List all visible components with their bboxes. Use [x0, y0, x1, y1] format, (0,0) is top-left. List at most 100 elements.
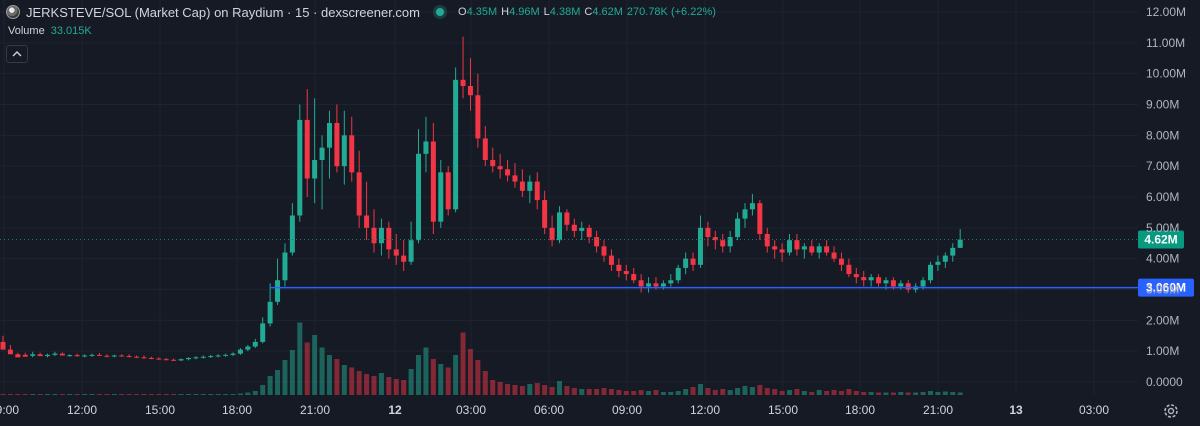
volume-bar	[15, 394, 21, 395]
volume-bar	[660, 392, 666, 395]
chart-settings-button[interactable]	[1161, 401, 1181, 421]
volume-bar	[119, 394, 125, 395]
candle-body	[898, 283, 904, 287]
candle-body	[772, 246, 778, 250]
volume-bar	[401, 380, 407, 395]
candle-body	[646, 283, 652, 287]
price-tick-label: 5.00M	[1146, 221, 1179, 235]
volume-bar	[490, 380, 496, 395]
volume-bar	[260, 385, 266, 395]
time-tick-label: 18:00	[222, 403, 252, 417]
candle-body	[890, 280, 896, 287]
time-tick-label: 06:00	[534, 403, 564, 417]
volume-bar	[334, 359, 340, 395]
candle-body	[445, 172, 451, 210]
volume-bar	[557, 381, 562, 395]
volume-bar	[608, 389, 614, 395]
volume-bar	[853, 391, 859, 395]
volume-bar	[757, 385, 763, 395]
volume-bar	[460, 332, 466, 395]
time-tick-label: 03:00	[1079, 403, 1109, 417]
volume-bar	[890, 392, 896, 395]
volume-bar	[208, 394, 214, 395]
candle-body	[22, 354, 28, 357]
volume-bar	[111, 394, 117, 395]
last-price-label: 4.62M	[1144, 233, 1177, 247]
volume-bar	[579, 389, 585, 395]
volume-bar	[935, 392, 941, 395]
candle-body	[935, 261, 941, 265]
candle-body	[675, 267, 681, 281]
candle-body	[386, 227, 392, 250]
volume-bar	[653, 390, 659, 395]
volume-bar	[45, 394, 51, 395]
volume-bar	[816, 390, 822, 395]
volume-bar	[571, 388, 577, 395]
volume-bar	[275, 370, 281, 395]
volume-bar	[237, 393, 243, 395]
candle-body	[334, 123, 340, 167]
candle-body	[735, 218, 741, 238]
collapse-legend-button[interactable]	[6, 45, 28, 63]
candle-body	[467, 86, 473, 96]
candle-body	[45, 354, 51, 357]
candle-body	[749, 203, 755, 210]
volume-bar	[67, 394, 73, 395]
candle-body	[193, 357, 199, 359]
candle-body	[660, 283, 666, 287]
candle-body	[490, 160, 496, 167]
volume-bar	[735, 388, 741, 395]
open-key: O	[458, 6, 467, 18]
volume-bar	[82, 394, 88, 395]
volume-bar	[223, 394, 229, 395]
candle-body	[7, 349, 13, 355]
volume-bar	[156, 394, 162, 395]
volume-bar	[586, 389, 592, 395]
candle-body	[801, 246, 807, 250]
candle-body	[423, 141, 429, 154]
candle-body	[289, 215, 295, 253]
candle-body	[512, 175, 518, 182]
candle-body	[794, 240, 800, 250]
close-value: 4.62M	[592, 6, 623, 18]
time-tick-label: 15:00	[145, 403, 175, 417]
volume-bar	[631, 391, 637, 395]
volume-bar	[30, 394, 36, 395]
price-tick-label: 11.00M	[1146, 36, 1185, 50]
candle-body	[757, 203, 763, 234]
candle-body	[96, 354, 102, 356]
candle-body	[742, 209, 748, 219]
candle-body	[594, 237, 600, 247]
candle-body	[178, 359, 184, 361]
volume-bar	[542, 385, 548, 395]
gear-icon	[1164, 404, 1178, 418]
open-value: 4.35M	[466, 6, 498, 18]
candle-body	[111, 355, 117, 357]
volume-bar	[96, 394, 102, 395]
candle-body	[809, 246, 815, 253]
volume-bar	[349, 367, 355, 395]
candle-body	[119, 355, 125, 357]
volume-bar	[794, 389, 800, 395]
candle-body	[542, 200, 548, 228]
volume-bar	[519, 386, 525, 395]
volume-bar	[186, 394, 191, 395]
candle-body	[245, 346, 251, 350]
candle-body	[453, 79, 459, 210]
candle-body	[260, 323, 266, 342]
candle-body	[601, 246, 607, 256]
candle-body	[905, 283, 911, 290]
chart-header: JERKSTEVE/SOL (Market Cap) on Raydium · …	[0, 0, 720, 24]
candle-body	[779, 249, 785, 253]
volume-bar	[37, 394, 43, 395]
candle-body	[141, 357, 147, 359]
candle-body	[200, 356, 206, 358]
volume-bar	[601, 388, 607, 395]
volume-bar	[527, 384, 533, 395]
candle-body	[579, 227, 585, 231]
candle-body	[252, 341, 258, 347]
candle-body	[378, 227, 384, 244]
volume-bar	[134, 394, 140, 395]
volume-bar	[423, 347, 429, 395]
